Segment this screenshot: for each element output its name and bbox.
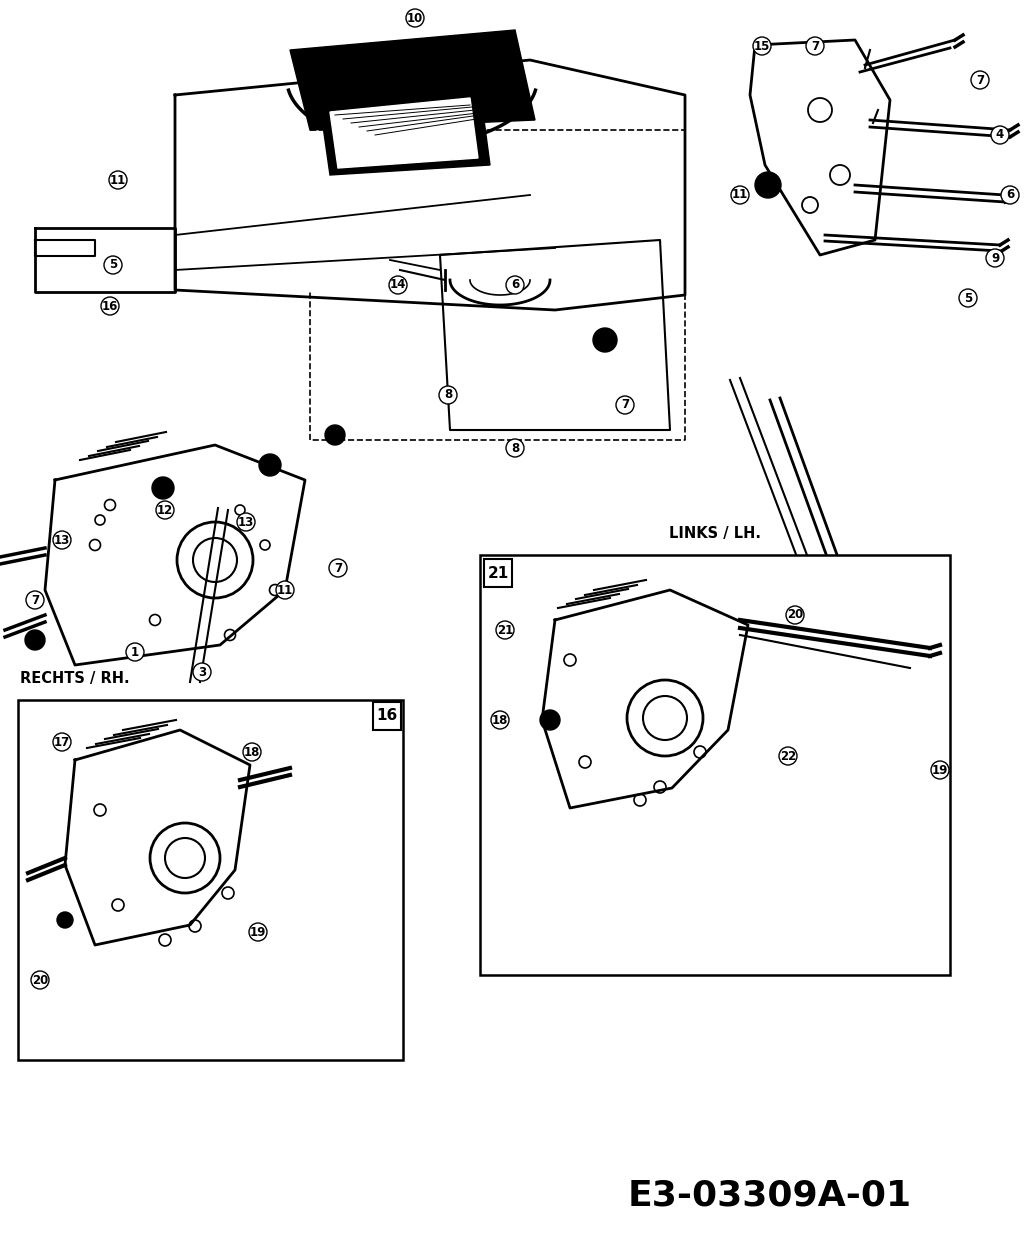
Polygon shape — [440, 239, 670, 430]
Bar — [373, 702, 401, 729]
Circle shape — [389, 276, 407, 294]
Bar — [480, 555, 950, 975]
Bar — [18, 700, 404, 1060]
Text: 21: 21 — [487, 565, 509, 581]
Circle shape — [506, 276, 524, 294]
Polygon shape — [290, 30, 535, 130]
Circle shape — [104, 256, 122, 274]
Circle shape — [931, 761, 949, 779]
Text: 7: 7 — [334, 561, 342, 575]
Circle shape — [491, 711, 509, 729]
Text: 20: 20 — [32, 974, 49, 986]
Circle shape — [731, 186, 749, 205]
Circle shape — [329, 559, 347, 577]
Circle shape — [1001, 186, 1019, 205]
Text: 4: 4 — [996, 128, 1004, 141]
Text: 21: 21 — [496, 624, 513, 636]
Text: 6: 6 — [511, 278, 519, 292]
Circle shape — [991, 126, 1009, 143]
Polygon shape — [320, 90, 490, 175]
Circle shape — [101, 297, 119, 315]
Text: 7: 7 — [621, 399, 630, 412]
Text: 11: 11 — [109, 173, 126, 187]
Circle shape — [276, 581, 294, 599]
Text: 11: 11 — [277, 584, 293, 596]
Circle shape — [53, 733, 71, 751]
Polygon shape — [35, 239, 95, 256]
Text: 12: 12 — [157, 504, 173, 516]
Text: 16: 16 — [102, 299, 119, 313]
Text: 17: 17 — [54, 736, 70, 748]
Circle shape — [126, 643, 144, 661]
Text: 5: 5 — [964, 292, 972, 304]
Text: 3: 3 — [198, 666, 206, 678]
Circle shape — [971, 71, 989, 89]
Text: 11: 11 — [732, 188, 748, 202]
Text: 18: 18 — [244, 746, 260, 758]
Circle shape — [986, 249, 1004, 267]
Text: 13: 13 — [54, 534, 70, 546]
Text: 8: 8 — [511, 441, 519, 454]
Circle shape — [593, 328, 617, 352]
Text: 19: 19 — [932, 763, 948, 777]
Circle shape — [31, 971, 49, 989]
Circle shape — [325, 425, 345, 445]
Text: E3-03309A-01: E3-03309A-01 — [627, 1178, 912, 1212]
Text: 9: 9 — [991, 252, 999, 264]
Polygon shape — [330, 99, 478, 168]
Circle shape — [25, 630, 45, 650]
Circle shape — [506, 439, 524, 456]
Circle shape — [786, 606, 804, 624]
Circle shape — [156, 501, 174, 519]
Polygon shape — [542, 590, 748, 808]
Circle shape — [57, 912, 73, 928]
Circle shape — [243, 743, 261, 761]
Text: 16: 16 — [377, 708, 397, 723]
Circle shape — [249, 923, 267, 941]
Text: 19: 19 — [250, 925, 266, 939]
Polygon shape — [45, 445, 305, 665]
Circle shape — [26, 591, 44, 609]
Text: 8: 8 — [444, 389, 452, 402]
Polygon shape — [35, 228, 175, 292]
Circle shape — [616, 397, 634, 414]
Text: 20: 20 — [786, 609, 803, 621]
Text: LINKS / LH.: LINKS / LH. — [669, 526, 761, 541]
Text: 14: 14 — [390, 278, 407, 292]
Circle shape — [540, 710, 560, 729]
Circle shape — [755, 172, 781, 198]
Text: 6: 6 — [1006, 188, 1014, 202]
Circle shape — [406, 9, 424, 27]
Text: 5: 5 — [108, 258, 117, 272]
Circle shape — [109, 171, 127, 190]
Circle shape — [259, 454, 281, 476]
Text: RECHTS / RH.: RECHTS / RH. — [20, 671, 130, 686]
Text: 13: 13 — [237, 515, 254, 529]
Polygon shape — [750, 40, 890, 254]
Text: 10: 10 — [407, 11, 423, 25]
Text: 7: 7 — [31, 594, 39, 606]
Polygon shape — [175, 60, 685, 311]
Circle shape — [959, 289, 977, 307]
Text: 7: 7 — [976, 74, 985, 86]
Circle shape — [439, 387, 457, 404]
Text: 7: 7 — [811, 40, 819, 52]
Circle shape — [193, 663, 211, 681]
Text: 22: 22 — [780, 749, 796, 762]
Text: 1: 1 — [131, 646, 139, 658]
Bar — [484, 559, 512, 587]
Circle shape — [753, 37, 771, 55]
Text: 18: 18 — [492, 713, 508, 727]
Circle shape — [806, 37, 824, 55]
Circle shape — [237, 513, 255, 531]
Text: 15: 15 — [753, 40, 770, 52]
Circle shape — [152, 478, 174, 499]
Circle shape — [779, 747, 797, 764]
Circle shape — [53, 531, 71, 549]
Polygon shape — [65, 729, 250, 945]
Circle shape — [496, 621, 514, 638]
